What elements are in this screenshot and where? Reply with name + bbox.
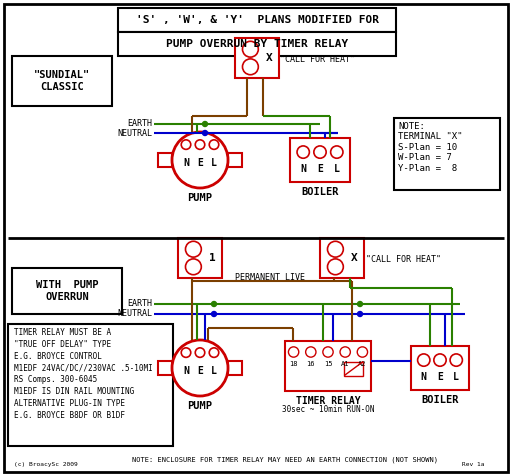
Text: PUMP: PUMP (187, 401, 212, 411)
Text: BOILER: BOILER (301, 187, 339, 197)
FancyBboxPatch shape (320, 238, 364, 278)
Circle shape (195, 140, 205, 149)
Circle shape (243, 59, 259, 75)
Circle shape (434, 354, 446, 366)
Text: 30sec ~ 10min RUN-ON: 30sec ~ 10min RUN-ON (282, 406, 374, 415)
Text: (c) BroacySc 2009: (c) BroacySc 2009 (14, 462, 78, 467)
Circle shape (172, 132, 228, 188)
Text: BOILER: BOILER (421, 395, 459, 405)
Circle shape (243, 41, 259, 57)
FancyBboxPatch shape (235, 38, 279, 78)
Circle shape (357, 311, 362, 317)
Text: PERMANENT LIVE: PERMANENT LIVE (235, 274, 305, 282)
Circle shape (450, 354, 462, 366)
Circle shape (331, 146, 343, 158)
Text: "CALL FOR HEAT": "CALL FOR HEAT" (367, 256, 441, 265)
Text: NOTE: ENCLOSURE FOR TIMER RELAY MAY NEED AN EARTH CONNECTION (NOT SHOWN): NOTE: ENCLOSURE FOR TIMER RELAY MAY NEED… (132, 457, 438, 463)
Circle shape (211, 311, 217, 317)
Text: 1: 1 (209, 253, 216, 263)
Circle shape (357, 347, 368, 357)
Text: NEUTRAL: NEUTRAL (117, 309, 152, 318)
FancyBboxPatch shape (178, 238, 222, 278)
FancyBboxPatch shape (8, 324, 173, 446)
Circle shape (203, 121, 207, 127)
Text: N: N (300, 164, 306, 174)
Text: PUMP OVERRUN BY TIMER RELAY: PUMP OVERRUN BY TIMER RELAY (166, 39, 348, 49)
Circle shape (185, 259, 201, 275)
FancyBboxPatch shape (118, 32, 396, 56)
Circle shape (288, 347, 299, 357)
Text: 18: 18 (289, 361, 298, 367)
Text: E: E (197, 366, 203, 376)
Circle shape (314, 146, 326, 158)
FancyBboxPatch shape (290, 138, 350, 182)
Text: "SUNDIAL"
CLASSIC: "SUNDIAL" CLASSIC (34, 70, 90, 92)
Text: NOTE:
TERMINAL "X"
S-Plan = 10
W-Plan = 7
Y-Plan =  8: NOTE: TERMINAL "X" S-Plan = 10 W-Plan = … (398, 122, 462, 173)
Text: PUMP: PUMP (187, 193, 212, 203)
FancyBboxPatch shape (118, 8, 396, 32)
Circle shape (211, 301, 217, 307)
Text: E: E (317, 164, 323, 174)
FancyBboxPatch shape (12, 268, 122, 314)
Circle shape (340, 347, 350, 357)
Circle shape (328, 241, 344, 257)
Text: A1: A1 (341, 361, 350, 367)
Circle shape (297, 146, 309, 158)
Text: TIMER RELAY MUST BE A
"TRUE OFF DELAY" TYPE
E.G. BROYCE CONTROL
M1EDF 24VAC/DC//: TIMER RELAY MUST BE A "TRUE OFF DELAY" T… (14, 328, 153, 420)
Text: EARTH: EARTH (127, 119, 152, 129)
Text: L: L (211, 366, 217, 376)
Circle shape (203, 130, 207, 136)
Text: L: L (453, 372, 459, 382)
Text: X: X (351, 253, 358, 263)
Text: E: E (197, 158, 203, 168)
FancyBboxPatch shape (228, 153, 242, 167)
Circle shape (357, 301, 362, 307)
Text: TIMER RELAY: TIMER RELAY (296, 396, 360, 406)
FancyBboxPatch shape (12, 56, 112, 106)
Circle shape (185, 241, 201, 257)
Circle shape (181, 348, 191, 357)
Text: N: N (183, 366, 189, 376)
FancyBboxPatch shape (158, 153, 172, 167)
FancyBboxPatch shape (285, 341, 371, 391)
Text: N: N (421, 372, 426, 382)
FancyBboxPatch shape (345, 361, 363, 376)
Text: NEUTRAL: NEUTRAL (117, 129, 152, 138)
Circle shape (181, 140, 191, 149)
Text: Rev 1a: Rev 1a (462, 462, 484, 467)
Text: N: N (183, 158, 189, 168)
Circle shape (209, 140, 219, 149)
Circle shape (306, 347, 316, 357)
Text: A2: A2 (358, 361, 367, 367)
Text: L: L (334, 164, 340, 174)
Text: E: E (437, 372, 443, 382)
Circle shape (209, 348, 219, 357)
FancyBboxPatch shape (411, 346, 469, 390)
Text: EARTH: EARTH (127, 299, 152, 308)
Circle shape (328, 259, 344, 275)
Circle shape (418, 354, 430, 366)
Text: 15: 15 (324, 361, 332, 367)
Text: L: L (211, 158, 217, 168)
Circle shape (323, 347, 333, 357)
FancyBboxPatch shape (228, 361, 242, 375)
FancyBboxPatch shape (4, 4, 508, 472)
Circle shape (172, 340, 228, 396)
Text: "CALL FOR HEAT": "CALL FOR HEAT" (280, 56, 354, 65)
Circle shape (195, 348, 205, 357)
FancyBboxPatch shape (158, 361, 172, 375)
FancyBboxPatch shape (394, 118, 500, 190)
Text: WITH  PUMP
OVERRUN: WITH PUMP OVERRUN (36, 280, 98, 302)
Text: 'S' , 'W', & 'Y'  PLANS MODIFIED FOR: 'S' , 'W', & 'Y' PLANS MODIFIED FOR (136, 15, 378, 25)
Text: 16: 16 (307, 361, 315, 367)
Text: X: X (266, 53, 273, 63)
